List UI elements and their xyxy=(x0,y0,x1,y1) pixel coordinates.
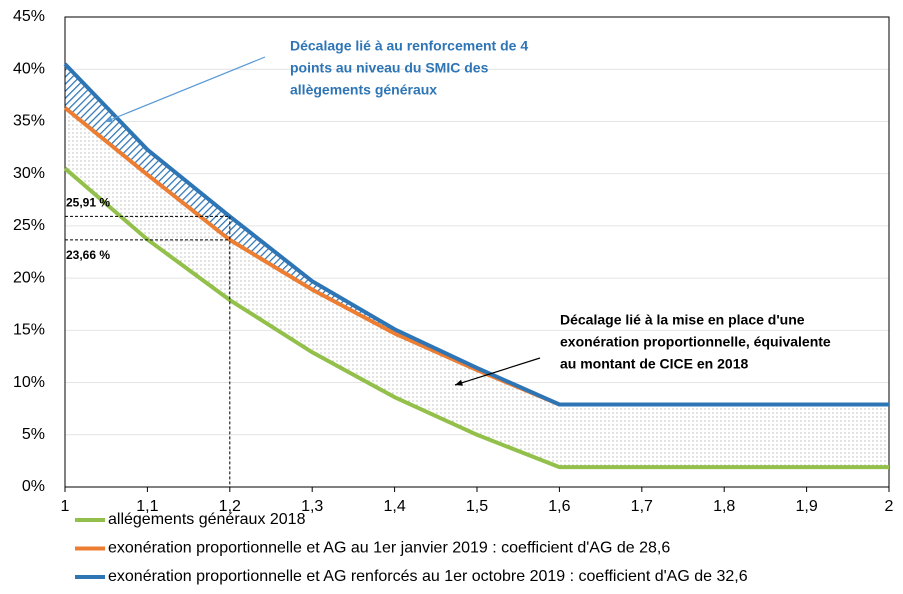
y-tick-label: 10% xyxy=(13,374,45,391)
x-tick-label: 1,3 xyxy=(301,498,323,515)
annotation: Décalage lié à la mise en place d'une xyxy=(560,312,805,328)
band-fill xyxy=(65,107,889,468)
annotation-arrow xyxy=(454,357,541,386)
legend-label: allégements généraux 2018 xyxy=(108,511,306,528)
y-tick-label: 5% xyxy=(22,426,45,443)
y-tick-label: 15% xyxy=(13,322,45,339)
arrow-head xyxy=(455,379,463,386)
y-tick-label: 30% xyxy=(13,165,45,182)
x-tick-label: 1 xyxy=(61,498,70,515)
annotation: allègements généraux xyxy=(290,82,437,98)
x-tick-label: 1,6 xyxy=(548,498,570,515)
y-tick-label: 35% xyxy=(13,113,45,130)
y-tick-label: 45% xyxy=(13,8,45,25)
annotation: exonération proportionnelle, équivalente xyxy=(560,334,831,350)
x-tick-label: 1,4 xyxy=(383,498,405,515)
series-line xyxy=(63,166,889,470)
annotation: points au niveau du SMIC des xyxy=(290,60,489,76)
x-tick-label: 1,7 xyxy=(631,498,653,515)
series-line xyxy=(63,62,889,407)
x-tick-label: 1,5 xyxy=(466,498,488,515)
legend-label: exonération proportionnelle et AG au 1er… xyxy=(108,540,670,557)
value-label: 23,66 % xyxy=(66,248,110,262)
x-tick-label: 1,8 xyxy=(713,498,735,515)
y-tick-label: 0% xyxy=(22,478,45,495)
value-label: 25,91 % xyxy=(66,196,110,210)
x-tick-label: 1,9 xyxy=(795,498,817,515)
y-tick-label: 40% xyxy=(13,60,45,77)
annotation-arrow xyxy=(104,56,266,123)
x-tick-label: 1,1 xyxy=(136,498,158,515)
annotation: au montant de CICE en 2018 xyxy=(560,356,748,372)
plot-frame xyxy=(64,16,890,488)
y-tick-label: 25% xyxy=(13,217,45,234)
x-tick-label: 2 xyxy=(885,498,894,515)
x-tick-label: 1,2 xyxy=(219,498,241,515)
annotation: Décalage lié à au renforcement de 4 xyxy=(290,38,528,54)
arrow-head xyxy=(105,116,113,123)
legend-label: exonération proportionnelle et AG renfor… xyxy=(108,568,748,585)
y-tick-label: 20% xyxy=(13,269,45,286)
